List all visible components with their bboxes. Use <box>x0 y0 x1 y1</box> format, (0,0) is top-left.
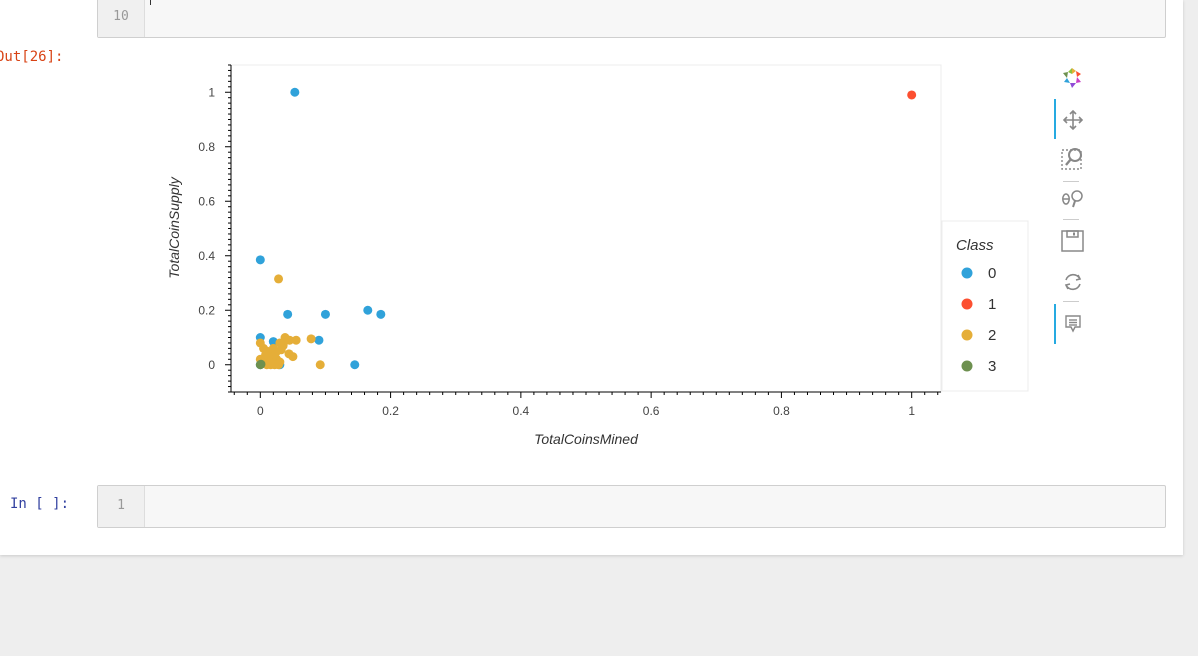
legend-items: 0 1 2 3 <box>961 265 996 375</box>
legend-label: 3 <box>988 358 996 375</box>
reset-icon[interactable] <box>1059 268 1087 296</box>
y-tick-label: 0.8 <box>198 140 215 154</box>
x-tick-label: 0.8 <box>773 404 790 418</box>
hover-active-indicator <box>1054 304 1056 344</box>
x-axis-label: TotalCoinsMined <box>534 431 639 447</box>
point-class-1 <box>907 90 917 100</box>
legend-title: Class <box>956 237 994 254</box>
y-tick-label: 1 <box>208 85 215 99</box>
x-tick-label: 0.6 <box>643 404 660 418</box>
point-class-0 <box>290 87 300 97</box>
line-gutter: 10 <box>98 0 145 37</box>
legend-swatch <box>961 360 973 372</box>
pan-icon[interactable] <box>1059 106 1087 134</box>
point-class-2 <box>276 345 286 355</box>
x-tick-label: 0 <box>257 404 264 418</box>
point-class-0 <box>255 255 265 265</box>
data-points <box>255 87 917 370</box>
legend-label: 0 <box>988 265 996 282</box>
point-class-2 <box>306 334 316 344</box>
y-tick-label: 0.6 <box>198 194 215 208</box>
x-tick-label: 0.2 <box>382 404 399 418</box>
y-tick-label: 0.4 <box>198 249 215 263</box>
legend: Class 0 1 2 3 <box>941 220 1029 392</box>
empty-code-cell[interactable]: 1 <box>97 485 1166 528</box>
point-class-2 <box>315 360 325 370</box>
toolbar-separator <box>1063 181 1079 182</box>
bokeh-logo-icon[interactable] <box>1058 64 1086 92</box>
line-number: 10 <box>113 9 129 24</box>
save-icon[interactable] <box>1059 227 1087 255</box>
scatter-plot[interactable]: 0 0.2 0.4 0.6 0.8 1 0 0.2 0.4 0.6 0.8 1 TotalCoins… <box>0 55 1040 455</box>
point-class-0 <box>314 335 324 345</box>
point-class-2 <box>274 274 284 284</box>
line-gutter: 1 <box>98 486 145 527</box>
toolbar-separator <box>1063 301 1079 302</box>
point-class-3 <box>256 359 266 369</box>
code-cursor <box>150 0 151 5</box>
previous-code-cell[interactable]: 10 <box>97 0 1166 38</box>
y-tick-label: 0 <box>208 358 215 372</box>
plot-area <box>230 64 942 393</box>
x-tick-label: 1 <box>908 404 915 418</box>
point-class-0 <box>376 309 386 319</box>
legend-label: 2 <box>988 327 996 344</box>
box-zoom-icon[interactable] <box>1059 144 1087 172</box>
y-tick-label: 0.2 <box>198 303 215 317</box>
point-class-2 <box>267 358 277 368</box>
pan-active-indicator <box>1054 99 1056 139</box>
input-prompt: In [ ]: <box>10 496 70 512</box>
x-axis-ticks: 0 0.2 0.4 0.6 0.8 1 <box>257 392 915 418</box>
x-tick-label: 0.4 <box>513 404 530 418</box>
point-class-2 <box>291 335 301 345</box>
point-class-0 <box>283 309 293 319</box>
y-axis-ticks: 0 0.2 0.4 0.6 0.8 1 <box>198 85 231 372</box>
wheel-zoom-icon[interactable] <box>1059 185 1087 213</box>
point-class-2 <box>275 338 285 348</box>
legend-swatch <box>961 329 973 341</box>
legend-label: 1 <box>988 296 996 313</box>
y-axis-label: TotalCoinSupply <box>166 176 182 278</box>
point-class-0 <box>363 305 373 315</box>
legend-swatch <box>961 267 973 279</box>
legend-box <box>941 220 1029 392</box>
hover-icon[interactable] <box>1059 310 1087 338</box>
notebook-panel: 10 Out[26]: 0 0.2 0.4 0.6 0.8 1 0 0.2 0.4 0.6 0.8… <box>0 0 1183 555</box>
minor-ticks <box>228 64 939 395</box>
point-class-0 <box>320 309 330 319</box>
output-prompt: Out[26]: <box>0 49 64 65</box>
point-class-0 <box>350 360 360 370</box>
legend-swatch <box>961 298 973 310</box>
point-class-2 <box>284 349 294 359</box>
toolbar-separator <box>1063 219 1079 220</box>
line-number: 1 <box>117 498 125 513</box>
